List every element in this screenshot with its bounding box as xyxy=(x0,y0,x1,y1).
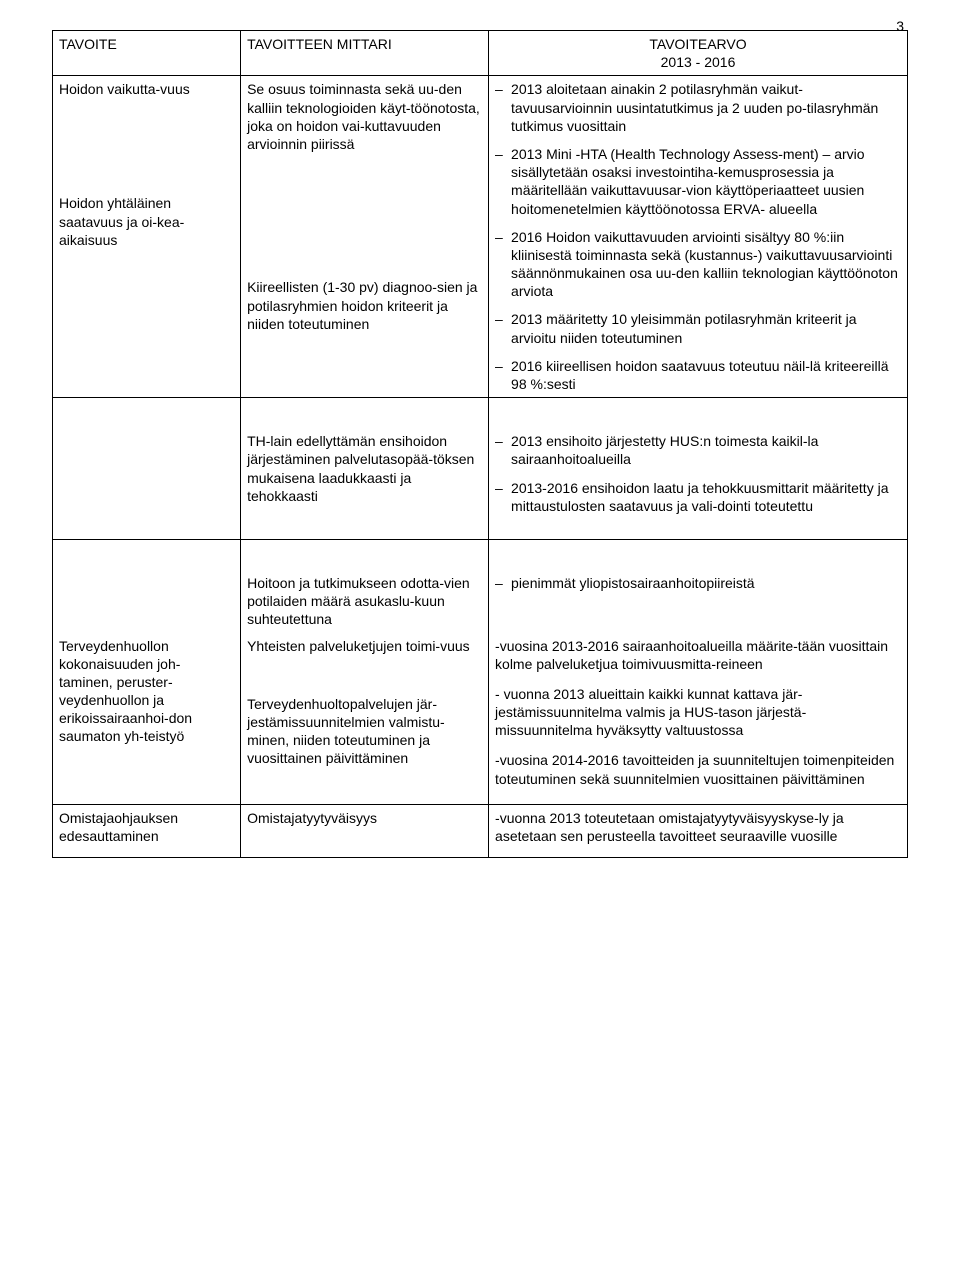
cell-tavoite xyxy=(53,398,241,540)
cell-arvo: -vuonna 2013 toteutetaan omistajatyytyvä… xyxy=(489,804,908,857)
arvo-item: 2013 Mini -HTA (Health Technology Assess… xyxy=(495,145,901,218)
arvo-plain: -vuosina 2013-2016 sairaanhoitoalueilla … xyxy=(495,637,901,673)
cell-mittari: Se osuus toiminnasta sekä uu-den kalliin… xyxy=(241,76,489,191)
table-row: TH-lain edellyttämän ensihoidon järjestä… xyxy=(53,398,908,540)
cell-mittari: Yhteisten palveluketjujen toimi-vuus Ter… xyxy=(241,633,489,805)
goals-table: TAVOITE TAVOITTEEN MITTARI TAVOITEARVO 2… xyxy=(52,30,908,858)
arvo-item: 2013 ensihoito järjestetty HUS:n toimest… xyxy=(495,432,901,468)
cell-tavoite: Hoidon vaikutta-vuus xyxy=(53,76,241,191)
arvo-item: 2013-2016 ensihoidon laatu ja tehokkuusm… xyxy=(495,479,901,515)
cell-mittari: TH-lain edellyttämän ensihoidon järjestä… xyxy=(241,398,489,540)
header-arvo: TAVOITEARVO 2013 - 2016 xyxy=(489,31,908,76)
arvo-item: 2016 Hoidon vaikuttavuuden arviointi sis… xyxy=(495,228,901,301)
table-row: Hoitoon ja tutkimukseen odotta-vien poti… xyxy=(53,539,908,632)
cell-arvo: 2013 ensihoito järjestetty HUS:n toimest… xyxy=(489,398,908,540)
cell-tavoite: Omistajaohjauksen edesauttaminen xyxy=(53,804,241,857)
arvo-plain: -vuonna 2013 toteutetaan omistajatyytyvä… xyxy=(495,809,901,845)
cell-arvo: 2013 aloitetaan ainakin 2 potilasryhmän … xyxy=(489,76,908,398)
arvo-plain: - vuonna 2013 alueittain kaikki kunnat k… xyxy=(495,685,901,740)
cell-mittari: Omistajatyytyväisyys xyxy=(241,804,489,857)
cell-tavoite: Hoidon yhtäläinen saatavuus ja oi-kea-ai… xyxy=(53,190,241,397)
arvo-item: 2013 aloitetaan ainakin 2 potilasryhmän … xyxy=(495,80,901,135)
table-row: Terveydenhuollon kokonaisuuden joh-tamin… xyxy=(53,633,908,805)
mittari-text: Yhteisten palveluketjujen toimi-vuus xyxy=(247,637,482,655)
mittari-text: TH-lain edellyttämän ensihoidon järjestä… xyxy=(247,432,482,505)
mittari-text: Kiireellisten (1-30 pv) diagnoo-sien ja … xyxy=(247,278,482,333)
table-header-row: TAVOITE TAVOITTEEN MITTARI TAVOITEARVO 2… xyxy=(53,31,908,76)
cell-mittari: Hoitoon ja tutkimukseen odotta-vien poti… xyxy=(241,539,489,632)
arvo-item: pienimmät yliopistosairaanhoitopiireistä xyxy=(495,574,901,592)
arvo-item: 2016 kiireellisen hoidon saatavuus toteu… xyxy=(495,357,901,393)
cell-tavoite: Terveydenhuollon kokonaisuuden joh-tamin… xyxy=(53,633,241,805)
cell-tavoite xyxy=(53,539,241,632)
table-row: Omistajaohjauksen edesauttaminen Omistaj… xyxy=(53,804,908,857)
header-mittari: TAVOITTEEN MITTARI xyxy=(241,31,489,76)
mittari-text: Terveydenhuoltopalvelujen jär-jestämissu… xyxy=(247,695,482,768)
mittari-text: Hoitoon ja tutkimukseen odotta-vien poti… xyxy=(247,574,482,629)
page-number: 3 xyxy=(896,18,904,34)
cell-mittari: Kiireellisten (1-30 pv) diagnoo-sien ja … xyxy=(241,190,489,397)
cell-arvo: pienimmät yliopistosairaanhoitopiireistä xyxy=(489,539,908,632)
arvo-plain: -vuosina 2014-2016 tavoitteiden ja suunn… xyxy=(495,751,901,787)
table-row: Hoidon vaikutta-vuus Se osuus toiminnast… xyxy=(53,76,908,191)
header-tavoite: TAVOITE xyxy=(53,31,241,76)
cell-arvo: -vuosina 2013-2016 sairaanhoitoalueilla … xyxy=(489,633,908,805)
arvo-item: 2013 määritetty 10 yleisimmän potilasryh… xyxy=(495,310,901,346)
